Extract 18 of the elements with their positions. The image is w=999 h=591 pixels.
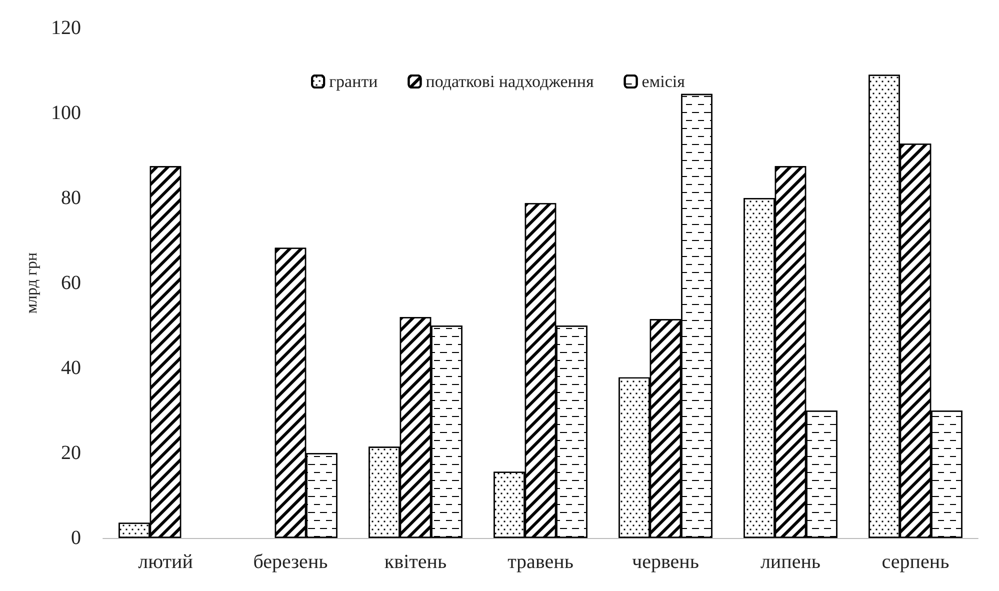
- x-tick-label: травень: [508, 551, 574, 573]
- legend-label: гранти: [329, 72, 378, 91]
- y-axis-title: млрд грн: [24, 252, 41, 314]
- y-tick-label: 120: [51, 17, 81, 39]
- x-tick-label: квітень: [384, 551, 447, 573]
- y-tick-label: 100: [51, 102, 81, 124]
- legend-label: емісія: [642, 72, 686, 91]
- x-tick-label: березень: [253, 551, 328, 573]
- y-tick-label: 80: [61, 187, 81, 209]
- legend-label: податкові надходження: [426, 72, 594, 91]
- x-tick-label: серпень: [882, 551, 950, 573]
- y-tick-label: 0: [71, 527, 81, 549]
- x-tick-label: липень: [760, 551, 821, 573]
- x-tick-label: червень: [632, 551, 699, 573]
- y-tick-label: 40: [61, 357, 81, 379]
- x-tick-label: лютий: [138, 551, 194, 573]
- y-tick-label: 60: [61, 272, 81, 294]
- y-tick-label: 20: [61, 442, 81, 464]
